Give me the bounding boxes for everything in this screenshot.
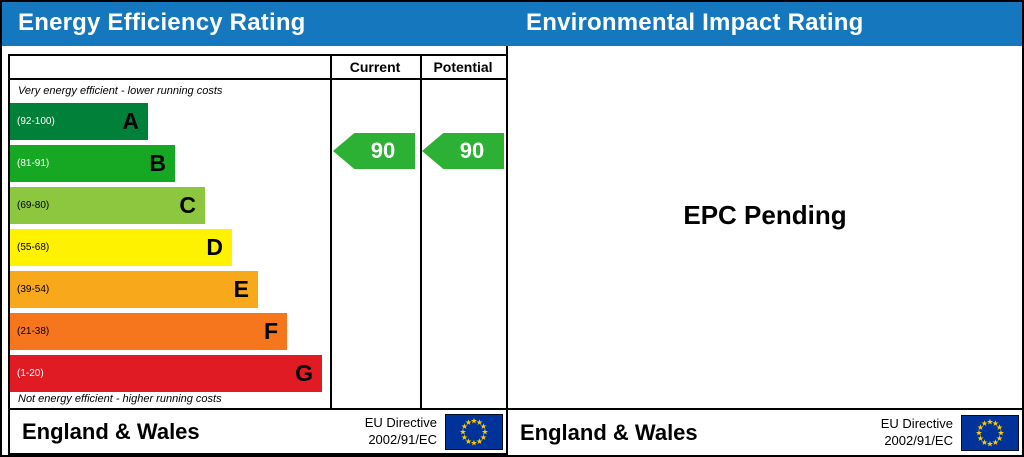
band-letter: A <box>122 107 139 134</box>
region-label: England & Wales <box>22 418 200 444</box>
svg-text:★: ★ <box>992 438 999 447</box>
column-divider-2 <box>420 56 422 408</box>
band-letter: C <box>179 191 196 218</box>
chart-header-row: Current Potential <box>10 56 506 80</box>
band-letter: F <box>263 317 278 344</box>
svg-text:★: ★ <box>975 428 982 437</box>
band-bar-e: (39-54) E <box>10 270 258 308</box>
eu-directive-label: EU Directive 2002/91/EC <box>365 415 437 449</box>
energy-efficiency-title: Energy Efficiency Rating <box>18 9 306 36</box>
band-bar-g: (1-20) G <box>10 354 322 392</box>
eu-directive-line2: 2002/91/EC <box>884 432 953 448</box>
svg-text:★: ★ <box>476 418 483 427</box>
svg-text:★: ★ <box>459 427 466 436</box>
band-letter: D <box>206 233 223 260</box>
region-label: England & Wales <box>520 419 698 445</box>
svg-text:★: ★ <box>977 423 984 432</box>
eu-directive-label: EU Directive 2002/91/EC <box>881 416 953 450</box>
svg-text:★: ★ <box>480 422 487 431</box>
svg-text:★: ★ <box>461 433 468 442</box>
svg-text:★: ★ <box>996 423 1003 432</box>
eu-directive-line1: EU Directive <box>364 414 437 430</box>
eu-flag-icon: ★★★ ★★★ ★★★ ★★★ <box>961 414 1019 451</box>
band-range: (55-68) <box>17 241 50 253</box>
svg-text:★: ★ <box>476 437 483 446</box>
caption-efficient: Very energy efficient - lower running co… <box>18 85 223 97</box>
svg-text:★: ★ <box>986 417 993 426</box>
band-range: (1-20) <box>17 367 44 379</box>
band-letter: B <box>149 149 166 176</box>
band-letter: G <box>295 359 313 386</box>
potential-rating-value: 90 <box>459 138 485 163</box>
band-range: (81-91) <box>17 157 50 169</box>
caption-not-efficient: Not energy efficient - higher running co… <box>18 393 222 405</box>
band-row: (55-68) D <box>10 226 330 268</box>
band-range: (92-100) <box>17 115 55 127</box>
svg-text:★: ★ <box>481 427 488 436</box>
band-row: (92-100) A <box>10 100 330 142</box>
svg-text:★: ★ <box>465 437 472 446</box>
svg-text:★: ★ <box>461 422 468 431</box>
band-bar-c: (69-80) C <box>10 186 205 224</box>
current-column-header: Current <box>349 59 401 75</box>
band-row: (69-80) C <box>10 184 330 226</box>
band-range: (39-54) <box>17 283 50 295</box>
svg-text:★: ★ <box>996 434 1003 443</box>
svg-text:★: ★ <box>981 438 988 447</box>
band-row: (21-38) F <box>10 310 330 352</box>
potential-rating-arrow: 90 <box>422 133 504 169</box>
svg-text:★: ★ <box>992 419 999 428</box>
band-letter: E <box>233 275 249 302</box>
svg-text:★: ★ <box>986 439 993 448</box>
svg-text:★: ★ <box>480 433 487 442</box>
environmental-impact-title: Environmental Impact Rating <box>526 9 864 36</box>
rating-bands: (92-100) A (81-91) B (69-80) C (55-68) <box>10 100 330 394</box>
svg-text:★: ★ <box>997 428 1004 437</box>
svg-text:★: ★ <box>470 438 477 447</box>
band-bar-a: (92-100) A <box>10 102 148 140</box>
svg-text:★: ★ <box>977 434 984 443</box>
top-header: Energy Efficiency Rating Environmental I… <box>2 2 1022 46</box>
band-range: (69-80) <box>17 199 50 211</box>
band-row: (1-20) G <box>10 352 330 394</box>
footer-right: England & Wales EU Directive 2002/91/EC … <box>508 408 1022 455</box>
energy-rating-chart: Current Potential Very energy efficient … <box>8 54 508 410</box>
svg-text:★: ★ <box>981 419 988 428</box>
current-rating-arrow: 90 <box>333 133 415 169</box>
band-bar-f: (21-38) F <box>10 312 287 350</box>
band-row: (81-91) B <box>10 142 330 184</box>
band-row: (39-54) E <box>10 268 330 310</box>
band-range: (21-38) <box>17 325 50 337</box>
epc-pending-message: EPC Pending <box>683 200 847 230</box>
column-divider-1 <box>330 56 332 408</box>
svg-text:★: ★ <box>470 416 477 425</box>
panel-divider <box>506 46 508 455</box>
potential-column-header: Potential <box>433 59 493 75</box>
eu-directive-line1: EU Directive <box>880 415 953 431</box>
band-bar-d: (55-68) D <box>10 228 232 266</box>
band-bar-b: (81-91) B <box>10 144 175 182</box>
eu-flag-icon: ★★★ ★★★ ★★★ ★★★ <box>445 413 503 450</box>
current-rating-value: 90 <box>370 138 396 163</box>
svg-text:★: ★ <box>465 418 472 427</box>
eu-directive-line2: 2002/91/EC <box>368 431 437 447</box>
footer-left: England & Wales EU Directive 2002/91/EC … <box>8 408 508 455</box>
